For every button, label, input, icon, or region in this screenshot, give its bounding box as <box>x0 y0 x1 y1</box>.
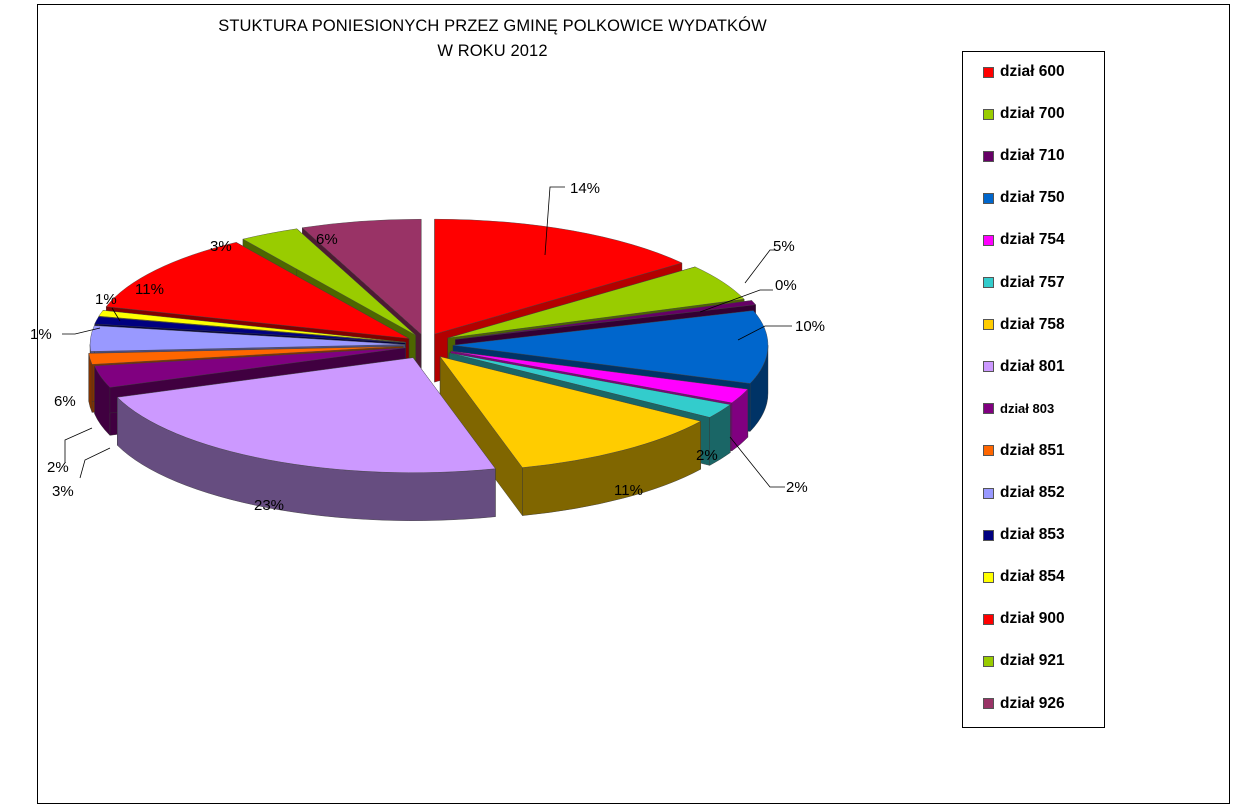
data-label: 1% <box>95 291 117 308</box>
legend-swatch <box>983 613 994 625</box>
legend-item: dział 710 <box>983 145 1065 167</box>
legend-label: dział 754 <box>1000 231 1065 249</box>
data-label: 10% <box>795 318 825 335</box>
legend-item: dział 854 <box>983 566 1065 588</box>
legend-item: dział 600 <box>983 61 1065 83</box>
data-label: 2% <box>47 459 69 476</box>
leader-line <box>544 186 565 256</box>
data-label: 2% <box>696 447 718 464</box>
legend: dział 600 dział 700 dział 710 dział 750 dzia… <box>962 51 1105 728</box>
legend-item: dział 757 <box>983 272 1065 294</box>
legend-swatch <box>983 277 994 288</box>
leader-line <box>744 249 775 284</box>
legend-label: dział 757 <box>1000 273 1065 291</box>
legend-swatch <box>983 445 994 457</box>
legend-label: dział 801 <box>1000 357 1065 375</box>
leader-line <box>79 447 111 479</box>
legend-swatch <box>983 150 994 162</box>
chart-title-line-1: STUKTURA PONIESIONYCH PRZEZ GMINĘ POLKOW… <box>218 17 767 35</box>
data-label: 11% <box>614 482 643 499</box>
leader-line <box>729 436 785 488</box>
legend-label: dział 700 <box>1000 105 1065 123</box>
legend-label: dział 854 <box>1000 568 1065 586</box>
data-label: 14% <box>570 180 600 197</box>
data-label: 6% <box>54 393 76 410</box>
legend-label: dział 851 <box>1000 441 1065 459</box>
leader-line <box>737 325 792 341</box>
legend-label: dział 750 <box>1000 189 1065 207</box>
legend-label: dział 758 <box>1000 315 1065 333</box>
legend-swatch <box>983 66 994 78</box>
legend-swatch <box>983 319 994 331</box>
legend-label: dział 852 <box>1000 484 1065 501</box>
legend-item: dział 754 <box>983 229 1065 251</box>
data-label: 0% <box>775 277 797 294</box>
legend-item: dział 921 <box>983 650 1065 672</box>
data-label: 6% <box>316 231 338 248</box>
legend-label: dział 803 <box>1000 401 1055 417</box>
pie-slice <box>116 357 496 521</box>
legend-label: dział 900 <box>1000 610 1065 628</box>
data-label: 3% <box>52 483 74 500</box>
legend-swatch <box>983 655 994 667</box>
pie-slice <box>439 356 702 517</box>
chart-title: STUKTURA PONIESIONYCH PRZEZ GMINĘ POLKOW… <box>40 14 945 64</box>
data-label: 2% <box>786 479 808 496</box>
legend-label: dział 710 <box>1000 147 1065 165</box>
legend-swatch <box>983 698 994 709</box>
legend-item: dział 851 <box>983 440 1065 462</box>
legend-label: dział 600 <box>1000 63 1065 80</box>
leader-line <box>699 289 773 313</box>
legend-label: dział 921 <box>1000 652 1065 670</box>
legend-swatch <box>983 361 994 373</box>
legend-label: dział 853 <box>1000 526 1065 544</box>
legend-swatch <box>983 108 994 120</box>
data-label: 1% <box>30 326 52 343</box>
legend-item: dział 852 <box>983 482 1065 504</box>
legend-item: dział 801 <box>983 356 1065 378</box>
legend-swatch <box>983 571 994 583</box>
legend-item: dział 853 <box>983 524 1065 546</box>
legend-item: dział 803 <box>983 398 1054 420</box>
legend-swatch <box>983 529 994 541</box>
legend-item: dział 758 <box>983 314 1065 336</box>
legend-item: dział 700 <box>983 103 1065 125</box>
legend-label: dział 926 <box>1000 694 1065 712</box>
leader-line <box>111 307 121 322</box>
chart-title-line-2: W ROKU 2012 <box>437 42 548 60</box>
legend-item: dział 926 <box>983 693 1065 715</box>
legend-swatch <box>983 234 994 246</box>
legend-item: dział 900 <box>983 608 1065 630</box>
leader-line <box>64 427 93 462</box>
legend-swatch <box>983 192 994 204</box>
data-label: 3% <box>210 238 232 255</box>
leader-line <box>62 327 101 335</box>
data-label: 23% <box>254 497 284 514</box>
data-label: 11% <box>135 281 164 298</box>
legend-swatch <box>983 403 994 415</box>
legend-swatch <box>983 487 994 499</box>
data-label: 5% <box>773 238 795 255</box>
legend-item: dział 750 <box>983 187 1065 209</box>
